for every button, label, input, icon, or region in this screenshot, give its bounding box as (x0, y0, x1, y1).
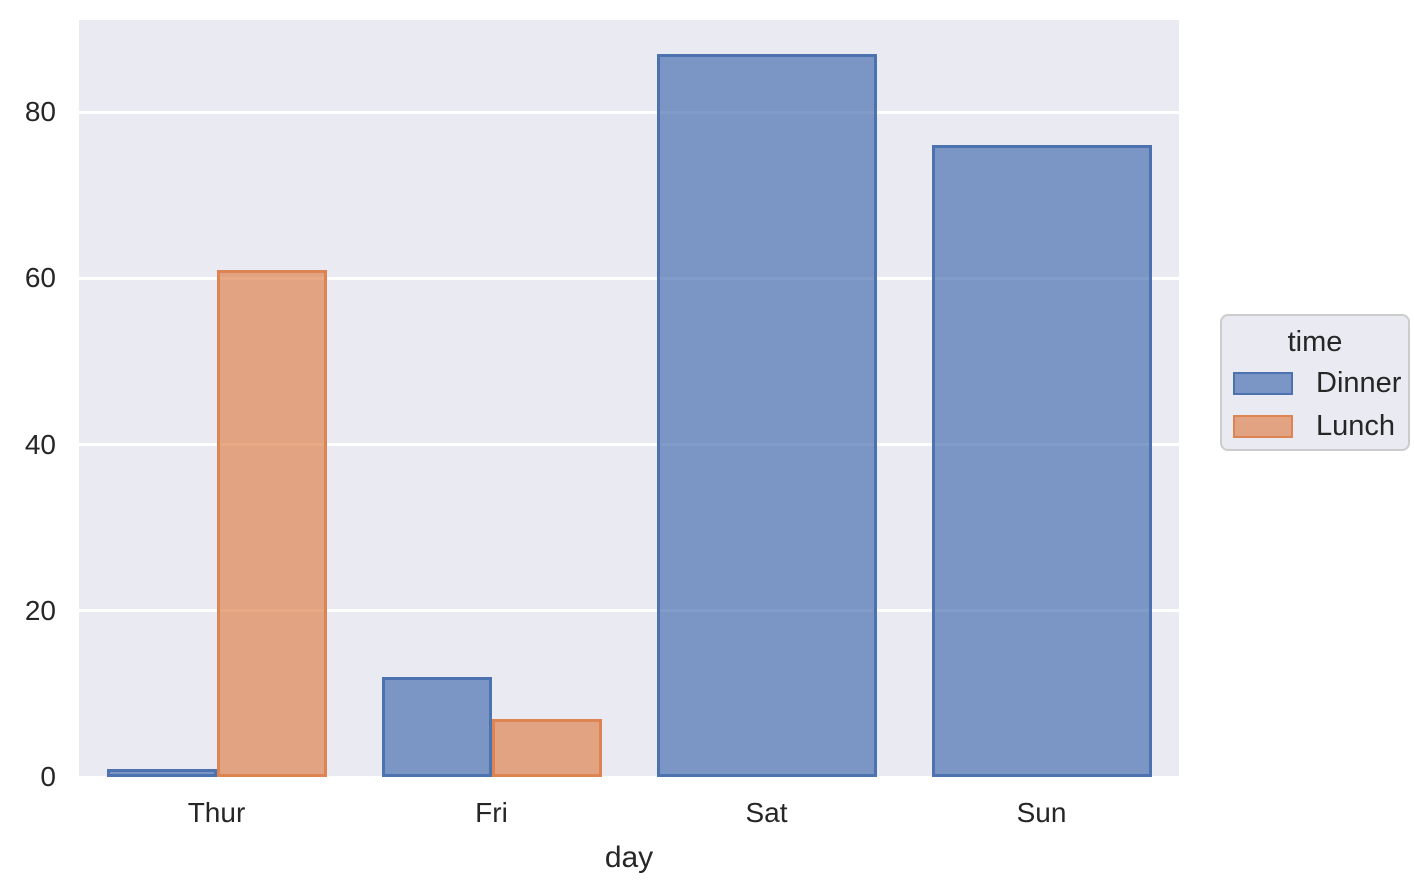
plot-area (79, 20, 1179, 779)
gridline-0 (79, 775, 1179, 779)
x-tick-label-sat: Sat (745, 797, 788, 828)
bar-sat-dinner (656, 54, 877, 777)
x-axis-label: day (604, 841, 654, 874)
bar-thur-lunch (216, 270, 327, 777)
legend-items: Dinner Lunch (1222, 362, 1408, 448)
bar-thur-dinner (106, 768, 217, 777)
x-tick-label-fri: Fri (475, 797, 508, 828)
y-tick-label-20: 20 (24, 594, 56, 626)
legend-item-lunch: Lunch (1222, 405, 1408, 448)
legend-swatch-dinner (1233, 372, 1293, 395)
gridline-20 (79, 609, 1179, 613)
legend-item-dinner: Dinner (1222, 362, 1408, 405)
x-tick-label-sun: Sun (1016, 797, 1067, 828)
legend-label-dinner: Dinner (1316, 367, 1402, 399)
x-tick-label-thur: Thur (187, 797, 246, 828)
y-tick-label-0: 0 (40, 761, 56, 792)
legend: time Dinner Lunch (1220, 314, 1410, 451)
legend-title: time (1287, 326, 1343, 358)
y-tick-label-60: 60 (24, 262, 56, 294)
legend-swatch-lunch (1233, 415, 1293, 438)
bar-fri-dinner (381, 677, 492, 777)
gridline-60 (79, 276, 1179, 280)
y-tick-label-80: 80 (24, 96, 56, 128)
legend-label-lunch: Lunch (1316, 410, 1396, 442)
y-tick-label-40: 40 (24, 428, 56, 460)
gridline-80 (79, 110, 1179, 114)
gridline-40 (79, 443, 1179, 447)
bar-fri-lunch (491, 718, 602, 777)
bar-sun-dinner (931, 145, 1152, 777)
